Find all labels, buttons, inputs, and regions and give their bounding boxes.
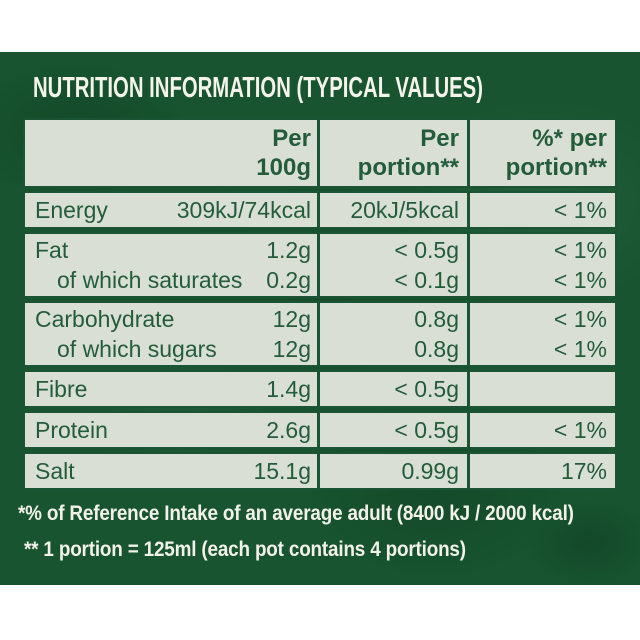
row-value-per-portion: 0.99g <box>401 458 459 484</box>
table-row-percent: < 1% <box>478 193 607 227</box>
table-row: Protein 2.6g <box>35 413 311 447</box>
table-row-percent: 17% <box>478 454 607 488</box>
nutrient-column-cell: Energy 309kJ/74kcal <box>25 193 317 227</box>
table-row-portion: < 0.5g <box>328 413 459 447</box>
header-per-portion: Per portion** <box>317 120 467 186</box>
row-label: Salt <box>35 458 75 484</box>
table-row: Energy 309kJ/74kcal <box>35 193 311 227</box>
percent-column-cell: < 1% <box>467 193 615 227</box>
footnote-portion-definition: ** 1 portion = 125ml (each pot contains … <box>24 538 466 561</box>
row-value-per-100g: 1.2g <box>266 237 311 263</box>
row-value-per-100g: 309kJ/74kcal <box>176 197 311 223</box>
table-section: Protein 2.6g < 0.5g < 1% <box>23 411 617 449</box>
table-row: of which sugars 12g <box>35 334 311 364</box>
row-label: of which sugars <box>57 336 217 362</box>
percent-column-cell: < 1% < 1% <box>467 234 615 296</box>
table-row-portion: 20kJ/5kcal <box>328 193 459 227</box>
row-value-percent-per-portion: < 1% <box>553 237 607 263</box>
nutrient-column-cell: Salt 15.1g <box>25 454 317 488</box>
row-value-per-100g: 12g <box>272 336 311 362</box>
table-row-percent: < 1% <box>478 304 607 334</box>
row-value-per-portion: 20kJ/5kcal <box>350 197 459 223</box>
per-100g-column-cell: < 0.5g <box>317 413 467 447</box>
table-row: of which saturates 0.2g <box>35 265 311 295</box>
row-value-per-portion: 0.8g <box>414 336 459 362</box>
table-row-percent: < 1% <box>478 413 607 447</box>
table-section: Energy 309kJ/74kcal 20kJ/5kcal < 1% <box>23 191 617 229</box>
header-per-100g-line2: 100g <box>256 154 311 181</box>
table-section: Fibre 1.4g < 0.5g <box>23 370 617 408</box>
table-row-percent: < 1% <box>478 334 607 364</box>
table-section: Carbohydrate 12g of which sugars 12g 0.8g 0.8… <box>23 301 617 367</box>
row-value-per-portion: < 0.5g <box>394 376 459 402</box>
per-100g-column-cell: 0.8g 0.8g <box>317 303 467 365</box>
row-value-per-100g: 0.2g <box>266 267 311 293</box>
table-row: Salt 15.1g <box>35 454 311 488</box>
header-per-100g-line1: Per <box>272 125 311 152</box>
row-value-per-100g: 1.4g <box>266 376 311 402</box>
panel-title: NUTRITION INFORMATION (TYPICAL VALUES) <box>33 72 483 104</box>
nutrition-table: Per 100g Per portion** %* per portion** … <box>23 118 617 493</box>
table-row-portion: < 0.5g <box>328 372 459 406</box>
nutrition-panel: NUTRITION INFORMATION (TYPICAL VALUES) P… <box>0 52 640 585</box>
nutrient-column-cell: Carbohydrate 12g of which sugars 12g <box>25 303 317 365</box>
table-row: Fibre 1.4g <box>35 372 311 406</box>
per-100g-column-cell: < 0.5g <box>317 372 467 406</box>
table-row-portion: 0.8g <box>328 304 459 334</box>
table-section: Salt 15.1g 0.99g 17% <box>23 452 617 490</box>
header-percent-per-portion-line2: portion** <box>505 154 607 181</box>
row-value-per-100g: 15.1g <box>253 458 311 484</box>
row-value-per-portion: 0.8g <box>414 306 459 332</box>
header-per-100g: Per 100g <box>25 120 317 186</box>
per-100g-column-cell: 20kJ/5kcal <box>317 193 467 227</box>
nutrient-column-cell: Fat 1.2g of which saturates 0.2g <box>25 234 317 296</box>
table-header-row: Per 100g Per portion** %* per portion** <box>23 118 617 188</box>
row-value-percent-per-portion: < 1% <box>553 336 607 362</box>
row-label: of which saturates <box>57 267 243 293</box>
row-label: Fat <box>35 237 69 263</box>
row-value-percent-per-portion: < 1% <box>553 417 607 443</box>
row-value-per-100g: 12g <box>272 306 311 332</box>
row-value-per-100g: 2.6g <box>266 417 311 443</box>
table-row-percent: < 1% <box>478 265 607 295</box>
header-per-portion-line2: portion** <box>357 154 459 181</box>
table-section: Fat 1.2g of which saturates 0.2g < 0.5g < 0.1… <box>23 232 617 298</box>
percent-column-cell: 17% <box>467 454 615 488</box>
table-row-percent: < 1% <box>478 235 607 265</box>
footnote-reference-intake: *% of Reference Intake of an average adu… <box>18 502 574 525</box>
nutrient-column-cell: Fibre 1.4g <box>25 372 317 406</box>
row-value-percent-per-portion: 17% <box>560 458 607 484</box>
table-body: Energy 309kJ/74kcal 20kJ/5kcal < 1% Fat 1.2g o… <box>23 191 617 490</box>
row-label: Fibre <box>35 376 88 402</box>
row-label: Energy <box>35 197 108 223</box>
row-value-per-portion: < 0.5g <box>394 237 459 263</box>
table-row: Fat 1.2g <box>35 235 311 265</box>
row-label: Carbohydrate <box>35 306 175 332</box>
header-percent-per-portion-line1: %* per <box>532 125 607 152</box>
table-row-portion: < 0.1g <box>328 265 459 295</box>
table-row-portion: 0.99g <box>328 454 459 488</box>
header-per-portion-line1: Per <box>420 125 459 152</box>
percent-column-cell <box>467 372 615 406</box>
row-value-percent-per-portion: < 1% <box>553 197 607 223</box>
percent-column-cell: < 1% <box>467 413 615 447</box>
per-100g-column-cell: 0.99g <box>317 454 467 488</box>
row-value-percent-per-portion: < 1% <box>553 267 607 293</box>
row-value-percent-per-portion: < 1% <box>553 306 607 332</box>
row-label: Protein <box>35 417 108 443</box>
percent-column-cell: < 1% < 1% <box>467 303 615 365</box>
header-percent-per-portion: %* per portion** <box>467 120 615 186</box>
per-100g-column-cell: < 0.5g < 0.1g <box>317 234 467 296</box>
row-value-per-portion: < 0.5g <box>394 417 459 443</box>
table-row-portion: < 0.5g <box>328 235 459 265</box>
row-value-per-portion: < 0.1g <box>394 267 459 293</box>
table-row-portion: 0.8g <box>328 334 459 364</box>
table-row: Carbohydrate 12g <box>35 304 311 334</box>
nutrient-column-cell: Protein 2.6g <box>25 413 317 447</box>
table-row-percent <box>478 372 607 406</box>
